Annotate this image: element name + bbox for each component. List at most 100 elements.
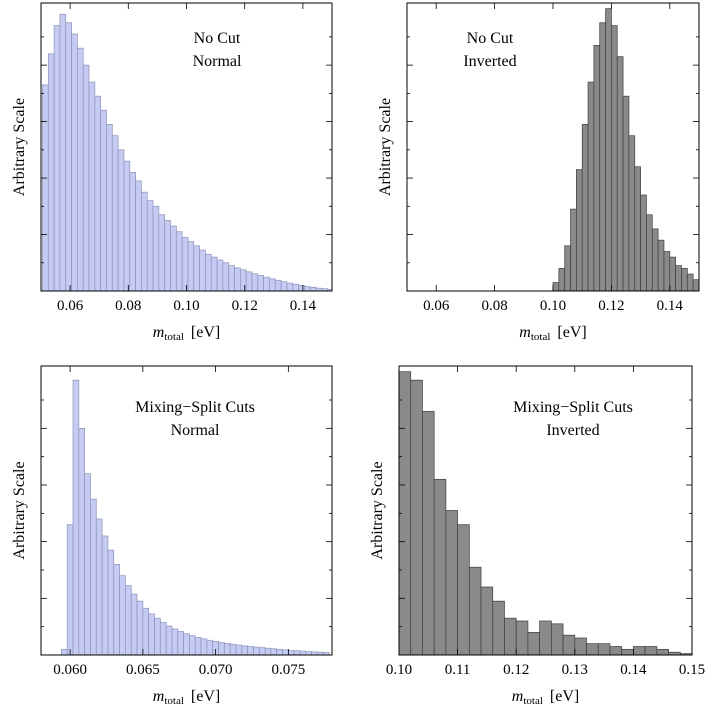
histogram-bar — [77, 47, 84, 291]
histogram-bar — [187, 241, 195, 291]
histogram-bar — [136, 600, 144, 655]
histogram-bar — [42, 84, 49, 291]
x-tick-label: 0.06 — [57, 298, 84, 314]
histogram-bar — [206, 639, 214, 655]
x-tick-label: 0.14 — [290, 298, 317, 314]
histogram-bar — [142, 607, 150, 655]
histogram-bar — [146, 200, 154, 291]
x-tick-label: 0.06 — [423, 298, 450, 314]
histogram-bar — [597, 643, 611, 655]
x-tick-label: 0.075 — [271, 662, 305, 678]
histogram-bar — [280, 281, 288, 291]
bars-group — [42, 13, 332, 291]
bars-group — [552, 8, 699, 291]
histogram-bar — [611, 25, 618, 291]
histogram-bar — [586, 643, 599, 655]
histogram-bar — [159, 622, 167, 655]
x-tick-label: 0.12 — [598, 298, 624, 314]
histogram-bar — [148, 613, 155, 655]
y-axis-label: Arbitrary Scale — [377, 98, 394, 196]
histogram-bar — [175, 231, 183, 291]
x-axis-label: mtotal [eV] — [512, 688, 579, 707]
histogram-bar — [539, 620, 552, 655]
histogram-bar — [410, 379, 423, 655]
histogram-bar — [282, 649, 289, 655]
histogram-bar — [183, 633, 190, 655]
histogram-bar — [194, 637, 202, 655]
histogram-bar — [119, 575, 126, 655]
histogram-bar — [257, 275, 264, 291]
histogram-bar — [223, 643, 231, 655]
x-label-unit: [eV] — [557, 324, 586, 341]
histogram-bar — [94, 95, 102, 291]
histogram-bar — [270, 648, 278, 655]
histogram-bar — [293, 650, 301, 655]
x-tick-label: 0.15 — [679, 662, 705, 678]
y-axis-label: Arbitrary Scale — [369, 461, 386, 559]
histogram-bar — [258, 647, 266, 655]
histogram-bar — [616, 56, 624, 291]
histogram-bar — [200, 638, 208, 655]
histogram-bar — [480, 586, 494, 655]
histogram-bar — [181, 237, 189, 291]
panel-annotation-line2: Inverted — [546, 422, 599, 439]
histogram-bar — [59, 13, 67, 291]
panel-bottom-right: 0.10 0.11 0.12 0.13 0.14 0.15 Mixing−Split Cut… — [369, 365, 705, 707]
histogram-bar — [218, 642, 225, 655]
histogram-bar — [129, 172, 136, 291]
x-label-symbol: m — [153, 324, 165, 341]
histogram-bar — [656, 648, 669, 655]
histogram-bar — [263, 276, 270, 291]
panel-annotation-line1: Mixing−Split Cuts — [135, 399, 255, 416]
histogram-bar — [101, 535, 109, 655]
histogram-bar — [216, 259, 224, 291]
histogram-bar — [445, 510, 458, 655]
histogram-bar — [177, 631, 184, 655]
histogram-bar — [247, 646, 254, 655]
x-label-unit: [eV] — [550, 688, 579, 705]
histogram-bar — [558, 268, 566, 291]
x-label-subscript: total — [523, 695, 543, 707]
histogram-bar — [152, 205, 160, 291]
histogram-bar — [605, 8, 612, 291]
histogram-bar — [222, 262, 230, 291]
histogram-bar — [171, 628, 179, 655]
histogram-bar — [235, 644, 243, 655]
x-tick-label: 0.12 — [503, 662, 529, 678]
histogram-bar — [189, 635, 196, 655]
histogram-bar — [669, 256, 676, 291]
x-label-subscript: total — [164, 331, 184, 343]
histogram-bar — [576, 169, 583, 291]
panel-annotation-line2: Normal — [171, 422, 220, 439]
x-label-symbol: m — [153, 688, 165, 705]
histogram-bar — [686, 273, 694, 291]
x-tick-label: 0.08 — [481, 298, 507, 314]
histogram-bar — [640, 194, 647, 291]
histogram-bar — [205, 253, 212, 291]
panel-top-right: 0.06 0.08 0.10 0.12 0.14 No Cut Inverted Arbitr… — [377, 2, 700, 343]
histogram-bar — [82, 64, 90, 291]
bars-group — [399, 371, 692, 655]
histogram-bar — [552, 282, 560, 291]
histogram-bar — [292, 283, 299, 291]
histogram-bar — [422, 410, 435, 655]
x-axis-label: mtotal [eV] — [153, 324, 220, 343]
histogram-bar — [228, 265, 235, 291]
histogram-bar — [61, 648, 68, 655]
panel-annotation-line1: No Cut — [467, 30, 514, 47]
histogram-bar — [622, 95, 630, 291]
y-axis-label: Arbitrary Scale — [11, 98, 28, 196]
histogram-bar — [276, 648, 283, 655]
histogram-bar — [130, 593, 138, 655]
histogram-bar — [468, 566, 482, 655]
histogram-bar — [47, 53, 55, 291]
histogram-bar — [125, 585, 132, 655]
histogram-bar — [527, 631, 540, 655]
histogram-bar — [628, 135, 636, 291]
histogram-bar — [141, 191, 148, 291]
histogram-bar — [106, 124, 113, 291]
histogram-bar — [241, 645, 248, 655]
histogram-bar — [644, 646, 658, 655]
histogram-bar — [634, 166, 641, 291]
